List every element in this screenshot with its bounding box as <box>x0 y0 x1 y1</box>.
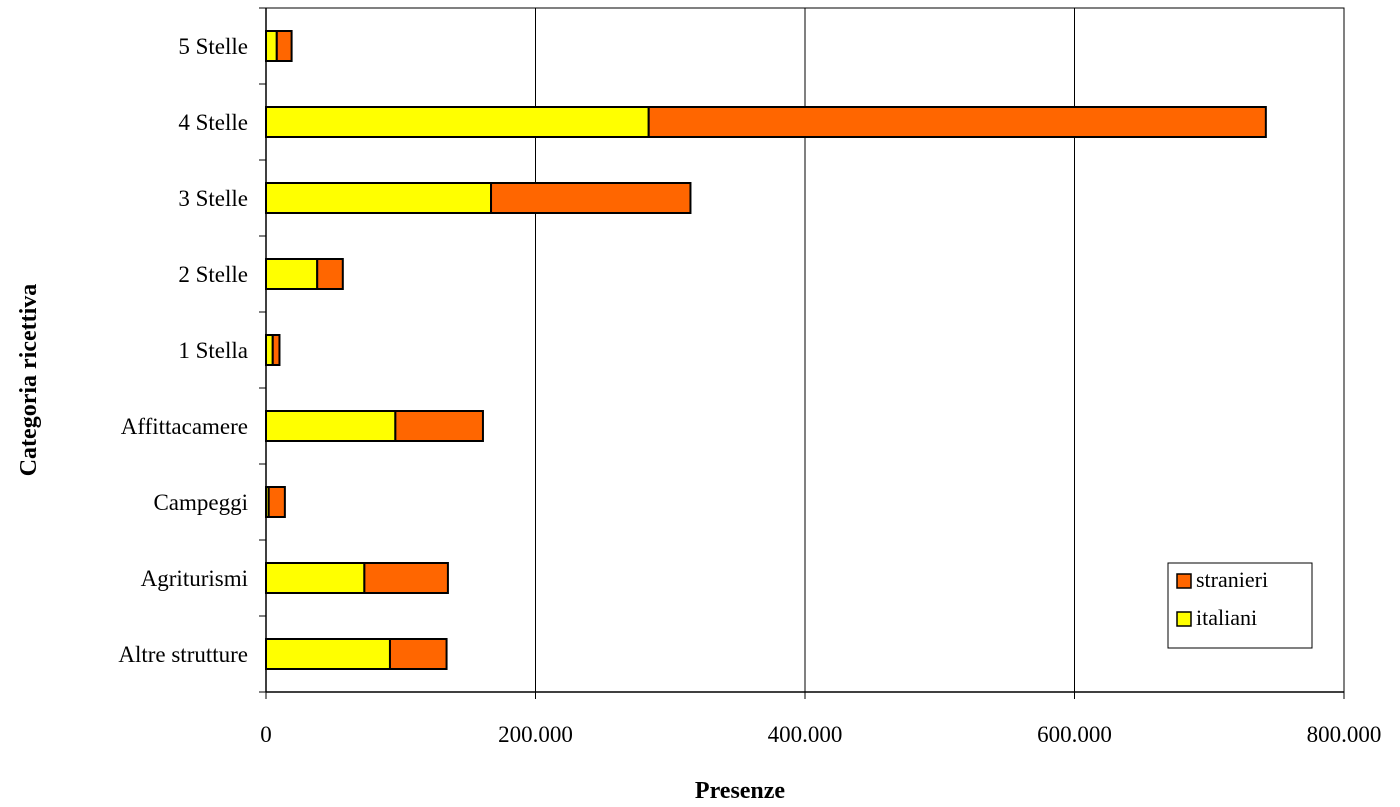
x-tick-label-1: 200.000 <box>498 722 573 747</box>
axis-labels: 0 200.000 400.000 600.000 800.000 5 Stelle 4 S… <box>118 34 1381 747</box>
bar-italiani-8 <box>265 638 391 670</box>
bar-stranieri-6 <box>267 486 286 518</box>
legend-box <box>1167 562 1313 649</box>
category-label-6: Campeggi <box>153 490 248 515</box>
category-label-0: 5 Stelle <box>178 34 248 59</box>
bar-stranieri-0 <box>275 30 293 62</box>
legend-swatch-stranieri <box>1176 573 1192 589</box>
category-label-3: 2 Stelle <box>178 262 248 287</box>
x-tick-label-2: 400.000 <box>768 722 843 747</box>
legend-label-stranieri: stranieri <box>1196 567 1268 592</box>
legend: stranieri italiani <box>1167 562 1313 649</box>
category-label-5: Affittacamere <box>121 414 248 439</box>
x-tick-label-3: 600.000 <box>1037 722 1112 747</box>
bar-italiani-3 <box>265 258 319 290</box>
bar-stranieri-8 <box>388 638 448 670</box>
category-label-8: Altre strutture <box>118 642 248 667</box>
x-axis-title: Presenze <box>695 778 786 802</box>
legend-label-italiani: italiani <box>1196 605 1257 630</box>
y-axis-title: Categoria ricettiva <box>16 284 42 477</box>
bar-stranieri-1 <box>647 106 1267 138</box>
bar-italiani-2 <box>265 182 493 214</box>
bar-stranieri-2 <box>490 182 692 214</box>
bar-stranieri-3 <box>316 258 344 290</box>
axes <box>259 7 1345 699</box>
x-tick-label-4: 800.000 <box>1307 722 1382 747</box>
legend-items: stranieri italiani <box>1176 567 1268 630</box>
bar-italiani-1 <box>265 106 650 138</box>
legend-swatch-italiani <box>1176 611 1192 627</box>
bar-stranieri-4 <box>271 334 281 366</box>
bar-italiani-0 <box>265 30 278 62</box>
bar-italiani-4 <box>265 334 274 366</box>
bars <box>265 30 1267 670</box>
category-label-1: 4 Stelle <box>178 110 248 135</box>
x-tick-label-0: 0 <box>260 722 272 747</box>
bar-italiani-5 <box>265 410 397 442</box>
bar-italiani-7 <box>265 562 366 594</box>
category-label-4: 1 Stella <box>178 338 248 363</box>
category-label-2: 3 Stelle <box>178 186 248 211</box>
category-label-7: Agriturismi <box>141 566 248 591</box>
bar-stranieri-7 <box>363 562 449 594</box>
bar-stranieri-5 <box>394 410 484 442</box>
